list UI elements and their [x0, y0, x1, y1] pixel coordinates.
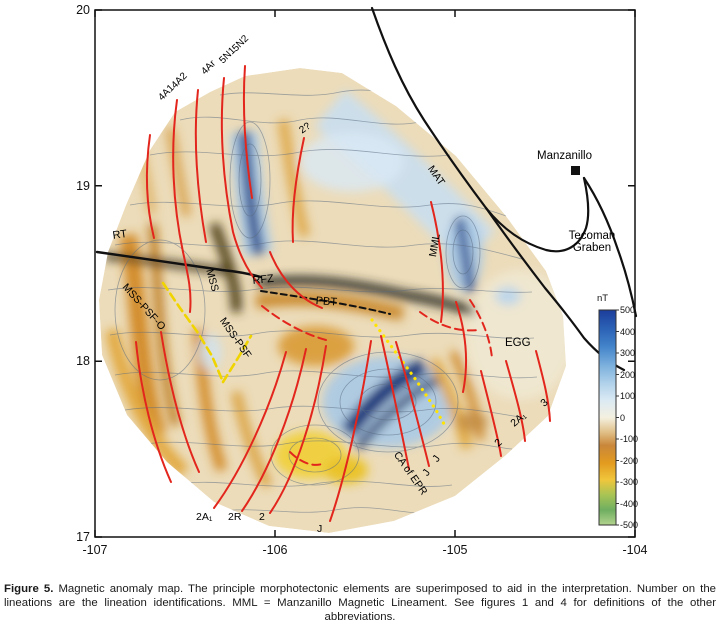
map-label-rfz: RFZ	[251, 272, 275, 287]
colorbar-tick-label: 400	[620, 327, 636, 337]
fracture-lines-yellow	[161, 281, 446, 426]
x-tick-label: -107	[82, 543, 108, 557]
map-label-lineation-2-bottom: 2	[259, 511, 265, 523]
magnetic-anomaly-figure: 20 19 18 17 -107 -106 -105 -104 nT 500 4…	[76, 3, 648, 557]
mss-psf-line	[221, 334, 253, 384]
caption-text: Magnetic anomaly map. The principle morp…	[4, 583, 716, 623]
colorbar-tick-label: 300	[620, 348, 636, 358]
pbt-dashed-fault	[260, 290, 391, 315]
y-tick-label: 18	[76, 354, 90, 368]
colorbar-tick-label: 200	[620, 370, 636, 380]
map-label-lineation-2a1-bottom: 2A₁	[196, 511, 213, 523]
colorbar-tick-label: -100	[620, 434, 639, 444]
colorbar-tick-label: 0	[620, 413, 626, 423]
manzanillo-marker	[571, 166, 580, 175]
coastline-south	[582, 176, 638, 318]
x-tick-label: -104	[622, 543, 648, 557]
plot-frame	[94, 9, 636, 538]
map-label-pbt: PBT	[315, 295, 338, 309]
y-tick-label: 17	[76, 530, 90, 544]
caption-figure-number: Figure 5.	[4, 583, 54, 595]
colorbar-tick-label: -400	[620, 499, 639, 509]
map-label-rt: RT	[111, 227, 128, 242]
magnetic-lineations-red	[135, 65, 551, 522]
anomaly-color-bands	[104, 89, 566, 489]
map-label-egg: EGG	[505, 337, 531, 349]
colorbar-tick-label: -500	[620, 520, 639, 530]
colorbar-tick-label: -300	[620, 477, 639, 487]
colorbar	[598, 309, 619, 526]
map-label-tecoman-graben: Tecoman Graben	[568, 230, 616, 255]
epr-axis-dotted-line	[370, 318, 446, 426]
figure-caption: Figure 5. Magnetic anomaly map. The prin…	[4, 582, 716, 624]
y-tick-label: 20	[76, 3, 90, 17]
anomaly-map-svg	[94, 6, 638, 538]
colorbar-tick-label: 500	[620, 305, 636, 315]
y-tick-label: 19	[76, 179, 90, 193]
contour-lines	[107, 89, 538, 514]
map-label-lineation-j-bottom: J	[317, 523, 323, 535]
colorbar-gradient	[598, 309, 617, 526]
map-label-lineation-2r-bottom: 2R	[228, 511, 242, 523]
map-surface	[99, 68, 566, 533]
x-tick-label: -105	[442, 543, 468, 557]
mss-psf-o-line	[161, 281, 225, 384]
colorbar-tick-label: 100	[620, 391, 636, 401]
colorbar-unit-label: nT	[597, 293, 609, 304]
map-label-manzanillo: Manzanillo	[537, 150, 592, 162]
colorbar-tick-label: -200	[620, 456, 639, 466]
x-tick-label: -106	[262, 543, 288, 557]
